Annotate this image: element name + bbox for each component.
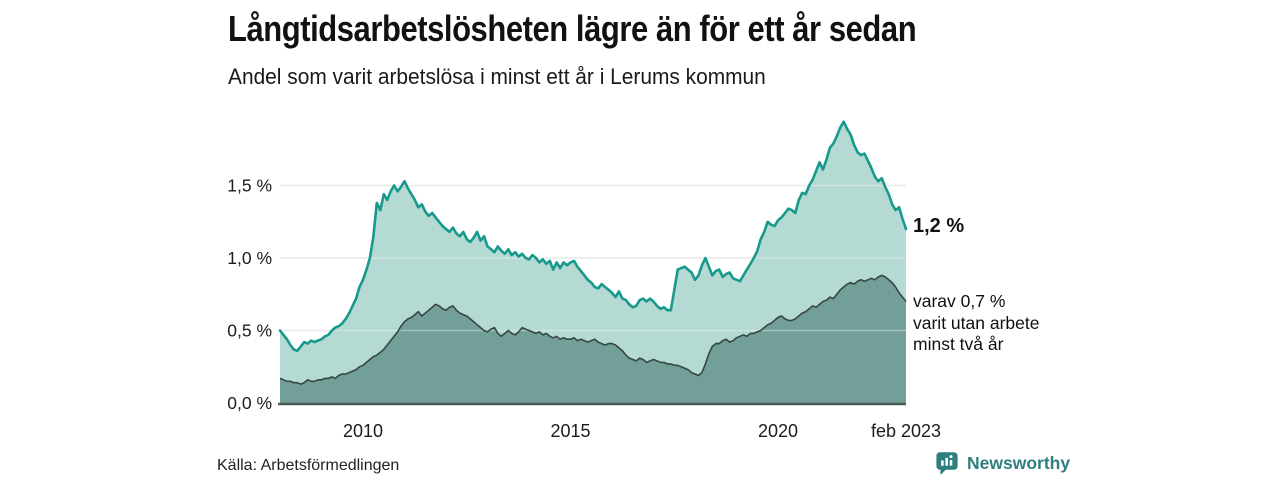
y-tick-label: 0,0 % <box>227 393 272 413</box>
y-tick-label: 1,5 % <box>227 176 272 196</box>
line-two-years <box>279 274 907 385</box>
line-total-one-year <box>278 120 908 353</box>
x-tick-label: 2010 <box>343 421 383 441</box>
y-tick-label: 0,5 % <box>227 321 272 341</box>
newsworthy-logo: Newsworthy <box>935 451 1070 476</box>
chart-subtitle: Andel som varit arbetslösa i minst ett å… <box>228 64 766 89</box>
newsworthy-icon <box>935 451 959 476</box>
latest-value-label: 1,2 % <box>913 215 965 237</box>
x-tick-label: 2020 <box>758 421 798 441</box>
chart-title: Långtidsarbetslösheten lägre än för ett … <box>228 8 917 49</box>
x-tick-label: 2015 <box>550 421 590 441</box>
y-tick-label: 1,0 % <box>227 248 272 268</box>
x-tick-label: feb 2023 <box>871 421 941 441</box>
source-note: Källa: Arbetsförmedlingen <box>217 457 400 474</box>
area-two-years <box>280 275 906 403</box>
secondary-series-annotation: varav 0,7 % varit utan arbete minst två … <box>913 291 1040 354</box>
newsworthy-wordmark: Newsworthy <box>967 453 1071 473</box>
